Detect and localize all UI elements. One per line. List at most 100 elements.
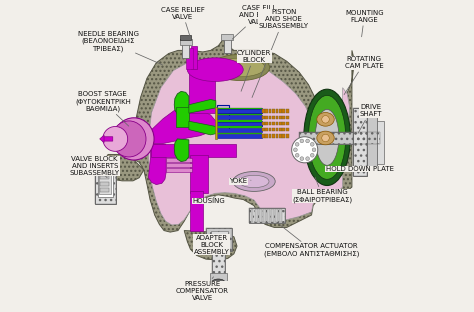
- Polygon shape: [174, 91, 189, 114]
- Text: VALVE BLOCK
AND INSERTS
SUBASSEMBLY: VALVE BLOCK AND INSERTS SUBASSEMBLY: [70, 156, 120, 178]
- Circle shape: [293, 148, 297, 152]
- Bar: [299, 132, 380, 144]
- Bar: [263, 209, 265, 222]
- Bar: [217, 133, 262, 134]
- Bar: [217, 126, 262, 128]
- Ellipse shape: [309, 95, 346, 179]
- Text: NEEDLE BEARING
(ΒΕΛΟΝΟΕΙΔΗΣ
ΤΡΙΒΕΑΣ): NEEDLE BEARING (ΒΕΛΟΝΟΕΙΔΗΣ ΤΡΙΒΕΑΣ): [78, 31, 163, 65]
- Bar: [217, 109, 262, 113]
- Bar: [100, 169, 109, 173]
- Ellipse shape: [315, 110, 339, 165]
- Bar: [99, 169, 110, 194]
- Ellipse shape: [112, 121, 146, 157]
- Bar: [262, 128, 264, 131]
- Bar: [100, 176, 109, 179]
- Polygon shape: [148, 58, 349, 225]
- Bar: [259, 209, 262, 222]
- Bar: [283, 122, 285, 125]
- Bar: [262, 110, 264, 113]
- Bar: [269, 128, 272, 131]
- Bar: [221, 34, 233, 41]
- Circle shape: [295, 154, 299, 157]
- Text: CASE RELIEF
VALVE: CASE RELIEF VALVE: [161, 7, 205, 40]
- Bar: [283, 116, 285, 119]
- Ellipse shape: [239, 175, 269, 188]
- Text: BALL BEARING
(ΣΦΑΙΡΟΤΡΙΒΕΑΣ): BALL BEARING (ΣΦΑΙΡΟΤΡΙΒΕΑΣ): [292, 177, 353, 202]
- Bar: [190, 191, 203, 231]
- Polygon shape: [100, 135, 104, 143]
- Bar: [95, 159, 116, 204]
- Bar: [265, 134, 268, 138]
- Polygon shape: [148, 144, 166, 185]
- Bar: [279, 122, 282, 125]
- Bar: [354, 109, 366, 176]
- Bar: [283, 128, 285, 131]
- Text: DRIVE
SHAFT: DRIVE SHAFT: [358, 105, 382, 134]
- Bar: [286, 134, 289, 138]
- Ellipse shape: [233, 172, 275, 191]
- Bar: [212, 249, 225, 274]
- Bar: [186, 48, 192, 69]
- Bar: [176, 107, 190, 127]
- Bar: [249, 208, 285, 223]
- Bar: [217, 115, 262, 119]
- Text: HOLD DOWN PLATE: HOLD DOWN PLATE: [326, 164, 394, 172]
- Bar: [283, 110, 285, 113]
- Bar: [272, 116, 275, 119]
- Text: ADAPTER
BLOCK
ASSEMBLY: ADAPTER BLOCK ASSEMBLY: [193, 231, 229, 255]
- Bar: [279, 134, 282, 138]
- Polygon shape: [130, 40, 354, 232]
- Bar: [95, 159, 116, 204]
- Ellipse shape: [187, 58, 243, 81]
- Bar: [267, 209, 270, 222]
- Bar: [191, 46, 197, 69]
- Bar: [272, 128, 275, 131]
- Circle shape: [322, 116, 329, 123]
- Bar: [265, 110, 268, 113]
- Bar: [217, 108, 262, 109]
- Bar: [262, 122, 264, 125]
- Text: HOUSING: HOUSING: [192, 196, 225, 204]
- Bar: [279, 116, 282, 119]
- Text: MOUNTING
FLANGE: MOUNTING FLANGE: [345, 10, 383, 37]
- Polygon shape: [174, 139, 189, 162]
- Bar: [354, 109, 366, 176]
- Circle shape: [310, 154, 314, 157]
- Circle shape: [300, 139, 304, 143]
- Bar: [217, 128, 262, 132]
- Ellipse shape: [317, 131, 334, 145]
- Bar: [217, 114, 262, 115]
- Circle shape: [295, 143, 299, 146]
- Text: CASE FILL
AND BLEED
VALVE: CASE FILL AND BLEED VALVE: [232, 5, 279, 39]
- Bar: [366, 115, 377, 170]
- Bar: [275, 116, 278, 119]
- Bar: [215, 107, 217, 139]
- Bar: [286, 110, 289, 113]
- Ellipse shape: [114, 118, 154, 160]
- Circle shape: [312, 148, 316, 152]
- Text: ROTATING
CAM PLATE: ROTATING CAM PLATE: [344, 56, 384, 95]
- Ellipse shape: [211, 279, 225, 286]
- Bar: [217, 134, 262, 138]
- Polygon shape: [101, 137, 113, 141]
- Circle shape: [292, 137, 318, 163]
- Text: BOOST STAGE
(ΦΥΓΟΚΕΝΤΡΙΚΗ
ΒΑΘΜΙΔΑ): BOOST STAGE (ΦΥΓΟΚΕΝΤΡΙΚΗ ΒΑΘΜΙΔΑ): [75, 91, 131, 126]
- Bar: [377, 121, 383, 164]
- Bar: [210, 273, 227, 281]
- Bar: [165, 158, 192, 162]
- Bar: [217, 121, 262, 125]
- Ellipse shape: [317, 113, 334, 126]
- Circle shape: [306, 157, 310, 160]
- Polygon shape: [189, 100, 216, 113]
- Polygon shape: [189, 121, 216, 135]
- Bar: [269, 116, 272, 119]
- Bar: [151, 144, 236, 157]
- Bar: [269, 110, 272, 113]
- Bar: [275, 122, 278, 125]
- Bar: [272, 122, 275, 125]
- Text: CYLINDER
BLOCK: CYLINDER BLOCK: [237, 50, 271, 91]
- Bar: [100, 188, 109, 192]
- Bar: [98, 166, 113, 197]
- Text: COMPENSATOR ACTUATOR
(ΕΜΒΟΛΟ ΑΝΤΙΣΤΑΘΜΙΣΗΣ): COMPENSATOR ACTUATOR (ΕΜΒΟΛΟ ΑΝΤΙΣΤΑΘΜΙΣ…: [264, 225, 359, 256]
- Polygon shape: [184, 231, 237, 260]
